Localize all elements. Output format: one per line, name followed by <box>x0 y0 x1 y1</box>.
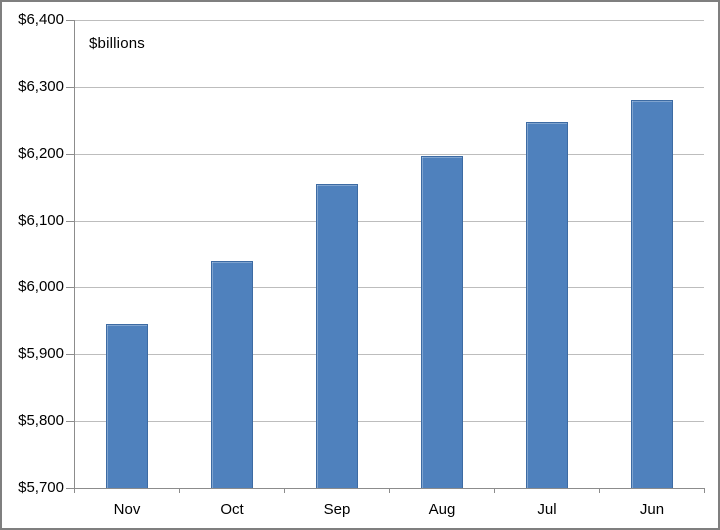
y-axis-tick <box>66 488 74 489</box>
units-note-label: $billions <box>89 35 145 52</box>
y-gridline <box>74 287 704 288</box>
x-axis-label-jul: Jul <box>537 501 557 518</box>
bar-sep <box>316 184 358 488</box>
y-axis-tick-label: $6,400 <box>18 11 64 28</box>
x-axis-label-nov: Nov <box>113 501 141 518</box>
x-axis-tick <box>284 488 285 493</box>
y-axis-tick-label: $6,300 <box>18 78 64 95</box>
y-axis-tick-label: $5,800 <box>18 412 64 429</box>
bar-aug <box>421 156 463 488</box>
y-axis-tick-label: $6,000 <box>18 278 64 295</box>
y-axis-tick-label: $6,200 <box>18 145 64 162</box>
x-axis-label-jun: Jun <box>639 501 665 518</box>
y-axis-tick <box>66 87 74 88</box>
y-axis-tick <box>66 421 74 422</box>
y-axis-tick-label: $5,700 <box>18 479 64 496</box>
y-axis-tick-label: $6,100 <box>18 212 64 229</box>
bar-jul <box>526 122 568 488</box>
x-axis-tick <box>74 488 75 493</box>
x-axis-label-oct: Oct <box>220 501 244 518</box>
y-axis-tick-label: $5,900 <box>18 345 64 362</box>
x-axis-tick <box>494 488 495 493</box>
x-axis-label-sep: Sep <box>323 501 351 518</box>
bar-nov <box>106 324 148 488</box>
y-gridline <box>74 354 704 355</box>
x-axis-label-aug: Aug <box>428 501 456 518</box>
y-axis-tick <box>66 287 74 288</box>
y-gridline <box>74 421 704 422</box>
y-axis-tick <box>66 354 74 355</box>
x-axis-tick <box>599 488 600 493</box>
y-axis-tick <box>66 154 74 155</box>
x-axis-tick <box>704 488 705 493</box>
y-axis-line <box>74 20 75 488</box>
y-axis-tick <box>66 221 74 222</box>
y-gridline <box>74 20 704 21</box>
bar-jun <box>631 100 673 488</box>
x-axis-tick <box>179 488 180 493</box>
y-gridline <box>74 154 704 155</box>
x-axis-tick <box>389 488 390 493</box>
bar-oct <box>211 261 253 488</box>
y-gridline <box>74 221 704 222</box>
y-gridline <box>74 87 704 88</box>
x-axis-line <box>74 488 705 489</box>
y-axis-tick <box>66 20 74 21</box>
